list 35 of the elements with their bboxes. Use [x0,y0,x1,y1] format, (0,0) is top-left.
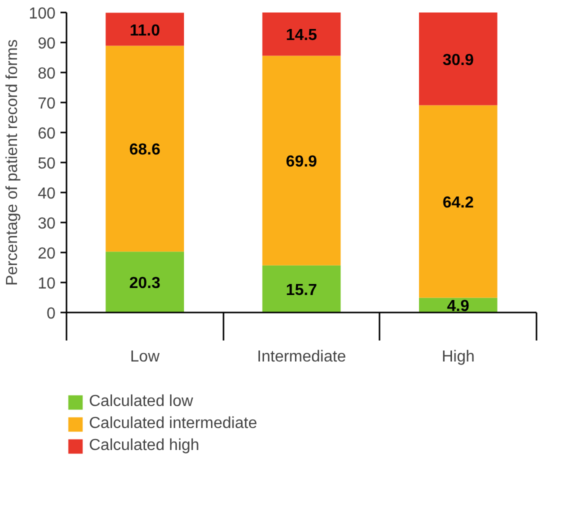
y-tick-label: 50 [38,156,56,172]
x-tick-label: Intermediate [257,348,346,366]
bar [262,12,341,56]
x-tick-label: Low [130,348,160,366]
bar [262,56,341,266]
y-tick-label: 100 [28,6,56,22]
bar [419,12,498,106]
y-tick-label: 10 [38,276,56,292]
data-label: 11.0 [130,22,160,40]
y-tick-label: 30 [38,216,56,232]
legend-label: Calculated intermediate [89,415,258,433]
bar [106,12,184,46]
y-axis-title: Percentage of patient record forms [4,39,21,286]
data-label: 64.2 [442,194,474,212]
data-label: 68.6 [129,142,161,159]
y-tick-label: 80 [38,66,56,82]
data-label: 69.9 [286,154,318,171]
y-tick-label: 20 [38,246,56,262]
bar [106,252,184,312]
data-label: 14.5 [286,26,318,44]
x-tick-label: High [442,348,475,366]
bar [106,46,184,252]
y-tick-label: 0 [46,306,56,322]
y-tick-label: 90 [38,36,56,52]
y-tick-label: 60 [38,126,56,142]
bar [262,265,341,312]
data-label: 15.7 [286,282,318,299]
bar [419,105,498,298]
y-tick-label: 70 [38,96,56,112]
data-label: 20.3 [129,275,161,292]
data-label: 4.9 [447,298,470,316]
y-tick-label: 40 [38,186,56,202]
legend-label: Calculated low [89,393,194,411]
data-label: 30.9 [442,52,474,69]
legend-label: Calculated high [89,437,200,455]
